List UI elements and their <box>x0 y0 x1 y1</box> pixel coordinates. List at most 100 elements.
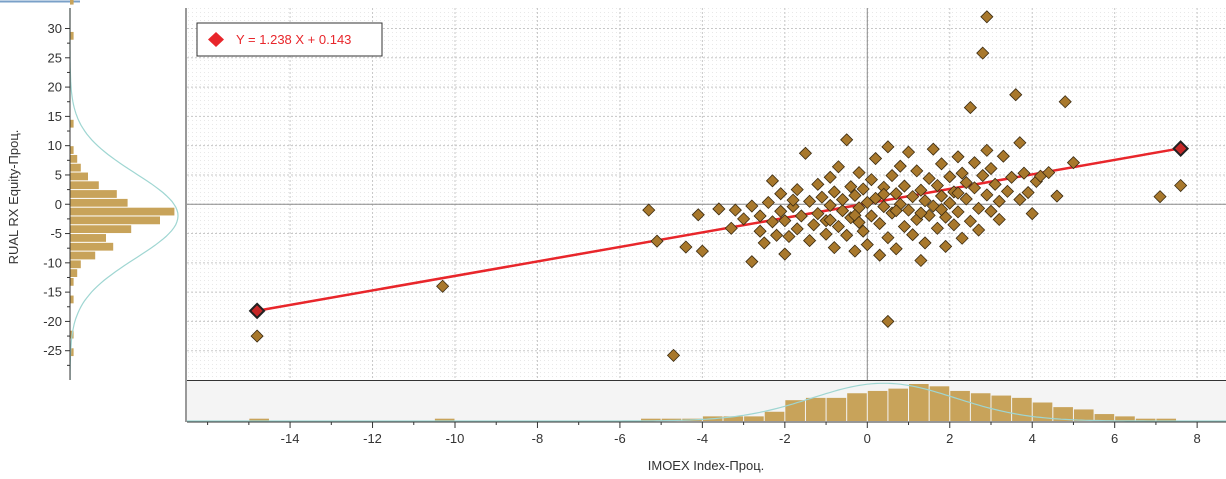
data-point <box>844 180 858 194</box>
data-point <box>959 192 973 206</box>
data-point <box>881 140 895 154</box>
x-normal-curve <box>187 382 1226 422</box>
y-histogram-bar <box>70 181 99 190</box>
y-tick-label: -20 <box>43 314 62 329</box>
data-point <box>745 255 759 269</box>
data-point <box>650 234 664 248</box>
data-point <box>951 186 965 200</box>
data-point <box>943 196 957 210</box>
highlighted-point <box>248 302 266 320</box>
data-point <box>1066 156 1081 170</box>
x-histogram-bar <box>867 390 888 421</box>
y-histogram-bar <box>70 348 74 357</box>
x-histogram-bar <box>1073 409 1094 421</box>
y-tick-label: -10 <box>43 255 62 270</box>
data-point <box>695 244 709 258</box>
data-point <box>885 168 899 183</box>
x-histogram-bar <box>970 393 991 421</box>
data-point <box>951 150 965 164</box>
data-point <box>840 228 854 242</box>
x-histogram-bar <box>249 418 269 421</box>
y-histogram-bar <box>70 260 81 269</box>
data-point <box>753 209 767 223</box>
data-point <box>852 166 866 180</box>
data-point <box>823 213 837 227</box>
y-tick-label: -25 <box>43 343 62 358</box>
data-point <box>897 219 911 234</box>
data-point <box>798 146 813 160</box>
x-tick-label: -4 <box>697 431 709 446</box>
data-point <box>827 241 841 255</box>
data-point <box>947 218 961 232</box>
y-histogram-bar <box>70 31 74 40</box>
data-point <box>889 187 903 201</box>
x-histogram-bar <box>1032 402 1053 421</box>
data-point <box>901 203 916 217</box>
chart-background <box>0 0 1226 422</box>
x-tick-label: -6 <box>614 431 626 446</box>
data-point <box>934 189 949 203</box>
data-point <box>864 209 878 223</box>
data-point <box>1174 178 1188 193</box>
data-point <box>827 185 841 199</box>
y-tick-label: 5 <box>55 167 62 182</box>
x-histogram-bar <box>641 418 661 421</box>
x-tick-label: 2 <box>946 431 953 446</box>
y-histogram <box>69 0 179 380</box>
legend-label: Y = 1.238 X + 0.143 <box>236 32 351 47</box>
data-point <box>934 202 949 217</box>
y-histogram-bar <box>70 295 74 304</box>
x-tick-label: -2 <box>779 431 791 446</box>
data-point <box>939 239 953 253</box>
y-tick-label: 0 <box>55 197 62 212</box>
data-point <box>691 208 705 222</box>
data-point <box>815 190 829 204</box>
data-point <box>835 204 850 218</box>
data-point <box>778 247 792 261</box>
data-point <box>848 244 862 258</box>
data-point <box>753 224 767 238</box>
y-histogram-bar <box>70 216 160 225</box>
y-histogram-bar <box>70 163 81 172</box>
x-histogram-bar <box>826 397 847 421</box>
y-tick-label: 15 <box>48 109 62 124</box>
data-point <box>906 228 920 242</box>
data-point <box>807 218 821 232</box>
x-histogram-panel <box>187 381 1226 422</box>
data-point <box>972 223 986 237</box>
x-tick-label: -10 <box>446 431 465 446</box>
y-histogram-bar <box>70 251 96 260</box>
data-point <box>819 227 833 241</box>
x-tick-label: 0 <box>864 431 871 446</box>
data-point <box>737 212 751 226</box>
data-point <box>803 234 817 248</box>
data-point <box>992 194 1006 208</box>
x-histogram-bar <box>909 384 929 421</box>
data-point <box>790 183 804 197</box>
data-point <box>811 177 825 191</box>
legend-box <box>196 22 383 57</box>
data-point <box>877 187 891 201</box>
data-point <box>679 240 693 254</box>
data-point <box>873 217 887 231</box>
x-histogram-bar <box>661 418 682 421</box>
data-point <box>996 149 1010 163</box>
data-point <box>770 228 784 242</box>
data-point <box>761 195 775 210</box>
data-point <box>897 179 911 193</box>
data-point <box>918 236 932 250</box>
x-axis-title: IMOEX Index-Проц. <box>648 458 765 473</box>
data-point <box>778 214 792 228</box>
data-point <box>840 133 854 147</box>
data-point <box>922 171 936 186</box>
data-point <box>910 164 924 178</box>
data-point <box>914 253 928 268</box>
x-tick-label: 4 <box>1029 431 1036 446</box>
data-point <box>848 188 862 203</box>
data-point <box>984 204 998 218</box>
x-histogram-bar <box>764 411 785 421</box>
y-histogram-bar <box>70 172 88 181</box>
data-point <box>835 192 850 207</box>
data-point <box>926 142 940 156</box>
